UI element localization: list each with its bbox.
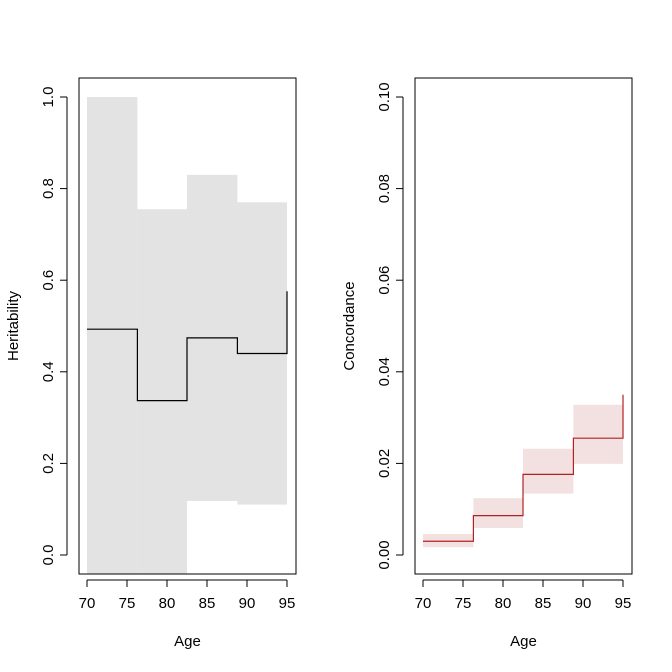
concordance-ci-band-1: [473, 498, 523, 528]
heritability-x-tick-label-2: 80: [159, 595, 176, 612]
heritability-ci-band-0: [87, 97, 138, 574]
concordance-x-tick-label-3: 85: [535, 595, 552, 612]
concordance-ci-band-3: [573, 404, 623, 464]
concordance-ci-band-2: [523, 448, 574, 494]
heritability-x-tick-label-4: 90: [239, 595, 256, 612]
concordance-x-tick-label-1: 75: [455, 595, 472, 612]
concordance-panel: 70 75 80 85 90 95 0.00 0.02 0.04 0.06 0.08 0.10 Age C…: [341, 77, 633, 650]
heritability-plot-frame: [78, 77, 297, 575]
concordance-step-line: [423, 394, 624, 542]
concordance-x-tick-label-5: 95: [615, 595, 632, 612]
concordance-y-tick-label-4: 0.08: [376, 174, 393, 203]
heritability-x-tick-label-3: 85: [199, 595, 216, 612]
heritability-y-tick-label-0: 0.0: [40, 545, 57, 566]
concordance-ci-band-0: [423, 533, 474, 548]
heritability-y-tick-label-1: 0.2: [40, 453, 57, 474]
heritability-x-tick-label-0: 70: [79, 595, 96, 612]
concordance-y-axis-title: Concordance: [341, 281, 358, 370]
concordance-y-tick-label-1: 0.02: [376, 449, 393, 478]
heritability-x-tick-label-5: 95: [279, 595, 296, 612]
heritability-x-tick-label-1: 75: [119, 595, 136, 612]
heritability-y-tick-label-5: 1.0: [40, 87, 57, 108]
concordance-y-tick-label-2: 0.04: [376, 357, 393, 386]
heritability-y-tick-label-4: 0.8: [40, 178, 57, 199]
concordance-x-tick-label-4: 90: [575, 595, 592, 612]
heritability-panel: 70 75 80 85 90 95 0.0 0.2 0.4 0.6 0.8 1.0 Age Heritab…: [5, 77, 297, 650]
heritability-step-line: [87, 291, 288, 402]
concordance-y-tick-label-5: 0.10: [376, 82, 393, 111]
concordance-plot-frame: [414, 77, 633, 575]
heritability-y-axis-title: Heritability: [5, 290, 22, 361]
heritability-ci-band-1: [137, 209, 187, 574]
concordance-x-tick-label-0: 70: [415, 595, 432, 612]
heritability-y-tick-label-2: 0.4: [40, 361, 57, 382]
concordance-y-tick-label-0: 0.00: [376, 540, 393, 569]
heritability-x-axis-title: Age: [174, 633, 201, 650]
concordance-y-tick-label-3: 0.06: [376, 266, 393, 295]
concordance-x-tick-label-2: 80: [495, 595, 512, 612]
concordance-x-axis-title: Age: [510, 633, 537, 650]
heritability-y-tick-label-3: 0.6: [40, 270, 57, 291]
